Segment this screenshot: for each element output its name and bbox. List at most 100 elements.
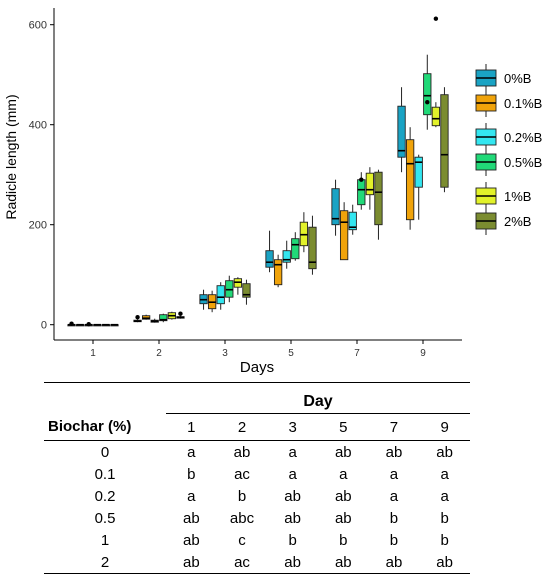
box <box>141 314 151 320</box>
box-body <box>331 188 340 226</box>
table-cell: ab <box>385 443 403 461</box>
table-row-header: Biochar (%) <box>44 413 166 441</box>
box-body <box>339 210 349 261</box>
box <box>199 289 208 310</box>
box-body <box>291 238 300 260</box>
table-cell: ab <box>284 487 301 505</box>
table-cell: b <box>440 531 449 549</box>
box <box>233 277 243 295</box>
table-column-header-row: Biochar (%) 1 2 3 5 7 9 <box>44 413 470 441</box>
box-body <box>374 171 383 226</box>
table-cell: b <box>288 531 297 549</box>
boxplot-series <box>67 16 449 327</box>
table-cell: abc <box>229 509 255 527</box>
table-cell: ab <box>182 509 200 527</box>
box-body <box>348 211 357 231</box>
box <box>101 323 111 327</box>
box <box>374 169 383 240</box>
table-cell: b <box>187 465 196 483</box>
table-cell: ab <box>166 551 217 574</box>
x-tick-label: 1 <box>90 348 96 359</box>
legend-label: 2%B <box>504 214 531 229</box>
box <box>282 240 291 269</box>
y-axis-title: Radicle length (mm) <box>3 94 19 219</box>
box <box>331 179 340 236</box>
table-row: 1 ab c b b b b <box>44 529 470 551</box>
box <box>110 323 119 327</box>
box-body <box>159 314 168 322</box>
table-cell: a <box>288 443 297 461</box>
radicle-length-boxplot: 0 200 400 600 1 2 3 5 7 9 Days Radicle length (mm… <box>3 8 542 376</box>
box-body <box>273 259 283 286</box>
box <box>348 204 357 235</box>
box-body <box>414 156 423 188</box>
table-cell: ab <box>334 509 352 527</box>
outlier-point <box>86 322 91 327</box>
x-axis-title: Days <box>240 359 274 376</box>
legend-item: 0%B <box>475 64 531 92</box>
x-tick-label: 2 <box>156 348 162 359</box>
box <box>67 321 76 327</box>
table-cell: a <box>440 465 449 483</box>
table-row-label: 0 <box>100 443 110 461</box>
box-body <box>397 105 406 158</box>
box <box>159 313 168 323</box>
y-tick-label: 400 <box>29 120 47 132</box>
legend-label: 0.1%B <box>504 96 542 111</box>
table-column-header: 5 <box>317 413 369 441</box>
outlier-point <box>425 100 430 105</box>
legend-item: 0.1%B <box>475 89 542 117</box>
box <box>405 127 415 230</box>
table-row-label: 0.5 <box>94 509 116 527</box>
box <box>75 323 85 327</box>
box <box>242 279 251 305</box>
box <box>84 322 93 327</box>
box-body <box>282 250 291 263</box>
table-column-header: 9 <box>419 413 470 441</box>
legend-item: 0.2%B <box>475 123 542 151</box>
table-cell: a <box>389 487 399 505</box>
legend-label: 1%B <box>504 189 531 204</box>
y-tick-label: 0 <box>41 320 47 332</box>
box <box>423 54 432 130</box>
box-body <box>405 139 415 221</box>
table-cell: ac <box>234 465 250 483</box>
box <box>133 315 142 323</box>
outlier-point <box>433 16 439 21</box>
table-cell: a <box>288 465 297 483</box>
box-body <box>357 179 366 206</box>
legend-label: 0.5%B <box>504 155 542 170</box>
table-cell: ab <box>182 531 200 549</box>
box <box>273 254 283 288</box>
box <box>365 167 375 210</box>
legend-item: 0.5%B <box>475 148 542 176</box>
table-row: 0 a ab a ab ab ab <box>44 441 470 464</box>
table-column-header: 7 <box>368 413 420 441</box>
legend-item: 1%B <box>475 182 531 210</box>
table-cell: ab <box>317 551 369 574</box>
y-tick-label: 600 <box>29 20 47 32</box>
table-cell: a <box>440 487 449 505</box>
table-cell: b <box>389 509 399 527</box>
table-row-label: 2 <box>44 551 166 574</box>
box <box>150 318 159 323</box>
table-row: 0.1 b ac a a a a <box>44 463 470 485</box>
table-row: 0.5 ab abc ab ab b b <box>44 507 470 529</box>
table-row-label: 0.2 <box>94 487 116 505</box>
table-cell: b <box>339 531 348 549</box>
box-body <box>242 283 251 298</box>
table-group-header-row: Day <box>44 382 470 414</box>
outlier-point <box>359 177 364 182</box>
table-cell: ab <box>267 551 318 574</box>
table-cell: ab <box>419 551 470 574</box>
outlier-point <box>135 315 140 320</box>
box <box>291 232 300 261</box>
table-cell: ab <box>436 443 453 461</box>
table-cell: ab <box>233 443 251 461</box>
significance-letters-table: Day Biochar (%) 1 2 3 5 7 9 0 a ab a ab ab ab 0… <box>44 382 470 574</box>
box <box>414 154 423 220</box>
table-cell: ab <box>334 487 352 505</box>
x-tick-label: 7 <box>354 348 360 359</box>
box <box>397 87 406 173</box>
table-corner <box>44 382 166 414</box>
